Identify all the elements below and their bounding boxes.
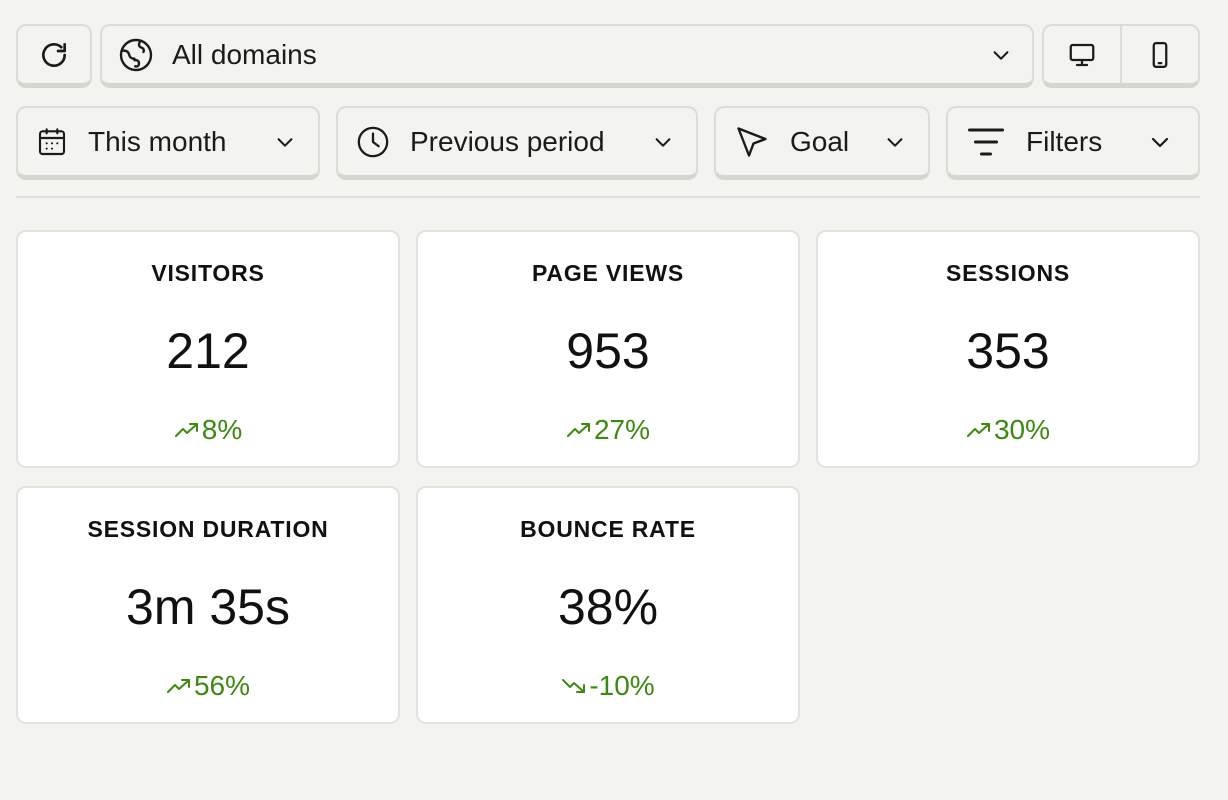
- metric-value: 212: [166, 323, 250, 379]
- mobile-icon: [1152, 41, 1168, 68]
- metric-value: 3m 35s: [126, 579, 290, 635]
- mobile-button[interactable]: [1122, 26, 1198, 83]
- clock-icon: [357, 126, 389, 157]
- device-toggle: [1042, 24, 1200, 88]
- metric-title: SESSION DURATION: [87, 516, 329, 542]
- metric-change-value: 27%: [593, 414, 651, 445]
- filter-lines-icon: [968, 128, 1004, 155]
- device-separator: [1120, 26, 1122, 83]
- toolbar-divider: [16, 196, 1200, 198]
- compare-select[interactable]: Previous period: [336, 106, 698, 180]
- metric-card-session-duration[interactable]: SESSION DURATION 3m 35s 56%: [16, 486, 400, 724]
- chevron-down-icon: [993, 50, 1009, 60]
- chevron-down-icon: [1151, 137, 1169, 147]
- metric-change-value: 8%: [201, 414, 243, 445]
- metric-card-bounce-rate[interactable]: BOUNCE RATE 38% -10%: [416, 486, 800, 724]
- metric-value: 953: [566, 323, 650, 379]
- metric-title: SESSIONS: [946, 260, 1070, 286]
- metric-change: 8%: [18, 414, 398, 446]
- metric-change-value: 56%: [193, 670, 251, 701]
- refresh-button[interactable]: [16, 24, 92, 88]
- refresh-icon: [42, 42, 66, 67]
- cursor-arrow-icon: [737, 126, 767, 157]
- domain-select[interactable]: All domains: [100, 24, 1034, 88]
- trend-up-icon: [966, 423, 990, 437]
- period-select[interactable]: This month: [16, 106, 320, 180]
- metric-card-visitors[interactable]: VISITORS 212 8%: [16, 230, 400, 468]
- period-select-value: This month: [88, 125, 227, 157]
- goal-select[interactable]: Goal: [714, 106, 930, 180]
- metric-card-page-views[interactable]: PAGE VIEWS 953 27%: [416, 230, 800, 468]
- filters-select-value: Filters: [1026, 125, 1103, 157]
- metric-change-value: -10%: [589, 670, 655, 701]
- metric-change: 56%: [18, 670, 398, 702]
- metric-change: 27%: [418, 414, 798, 446]
- metric-title: PAGE VIEWS: [532, 260, 684, 286]
- goal-select-value: Goal: [790, 125, 850, 157]
- metric-change: 30%: [818, 414, 1198, 446]
- trend-up-icon: [166, 679, 190, 693]
- calendar-icon: [38, 127, 66, 155]
- desktop-icon: [1069, 43, 1095, 66]
- filters-select[interactable]: Filters: [946, 106, 1200, 180]
- metric-card-sessions[interactable]: SESSIONS 353 30%: [816, 230, 1200, 468]
- globe-icon: [119, 38, 153, 71]
- chevron-down-icon: [277, 137, 293, 147]
- metric-value: 353: [966, 323, 1050, 379]
- domain-select-value: All domains: [172, 38, 317, 70]
- chevron-down-icon: [655, 137, 671, 147]
- trend-down-icon: [562, 679, 586, 693]
- compare-select-value: Previous period: [410, 125, 605, 157]
- trend-up-icon: [174, 423, 198, 437]
- metric-title: BOUNCE RATE: [520, 516, 696, 542]
- trend-up-icon: [566, 423, 590, 437]
- desktop-button[interactable]: [1044, 26, 1120, 83]
- metric-change-value: 30%: [993, 414, 1051, 445]
- metric-change: -10%: [418, 670, 798, 702]
- metric-value: 38%: [557, 579, 659, 635]
- metric-title: VISITORS: [151, 260, 265, 286]
- chevron-down-icon: [887, 137, 903, 147]
